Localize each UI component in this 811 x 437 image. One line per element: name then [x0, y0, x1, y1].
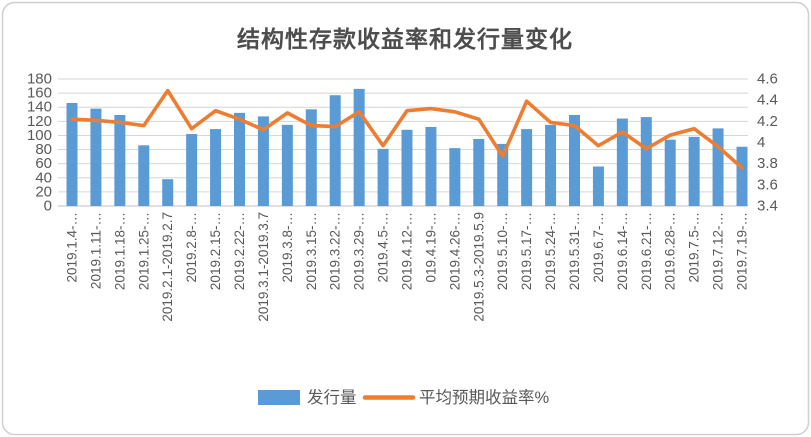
bar-series-layer	[66, 88, 748, 206]
issuance-bar	[497, 143, 509, 206]
issuance-bar	[234, 112, 245, 206]
legend-bar-label: 发行量	[307, 388, 357, 407]
category-label: 2019.3.15-…	[304, 212, 319, 290]
right-axis-ticks: 4.6 4.4 4.2 4 3.8 3.6 3.4	[757, 71, 778, 215]
issuance-bar	[640, 117, 652, 206]
category-label: 2019.4.5-…	[376, 212, 391, 283]
legend-bar-swatch-icon	[258, 390, 300, 405]
category-label: 2019.7.12-…	[711, 212, 726, 290]
category-label: 2019.3.8-…	[280, 212, 295, 283]
legend: 发行量 平均预期收益率%	[258, 388, 550, 407]
category-label: 2019.6.14-…	[615, 212, 630, 290]
category-label: 2019.6.28-…	[663, 212, 678, 290]
issuance-bar	[281, 124, 293, 206]
issuance-bar	[401, 129, 413, 206]
category-label: 2019.4.12-…	[400, 212, 415, 290]
category-label: 2019.1.25-…	[136, 212, 151, 290]
issuance-bar	[712, 128, 724, 206]
yield-line	[70, 88, 744, 170]
category-label: 019.4.19-…	[423, 212, 438, 283]
right-axis-tick-label: 4.6	[757, 71, 778, 88]
category-label: 2019.5.17-…	[519, 212, 534, 290]
right-axis-tick-label: 4	[757, 134, 765, 151]
issuance-bar	[664, 139, 676, 206]
legend-line-label: 平均预期收益率%	[419, 388, 550, 407]
category-label: 2019.5.10-…	[495, 212, 510, 290]
issuance-bar	[377, 148, 389, 206]
category-label: 2019.2.15-…	[208, 212, 223, 290]
category-label: 2019.3.29-…	[352, 212, 367, 290]
right-axis-tick-label: 4.4	[757, 92, 778, 109]
category-label: 2019.7.19-…	[735, 212, 750, 290]
left-axis-tick-label: 100	[27, 127, 52, 144]
issuance-bar	[90, 108, 102, 206]
chart-title: 结构性存款收益率和发行量变化	[237, 26, 573, 52]
issuance-bar	[138, 145, 150, 206]
issuance-bar	[473, 138, 485, 206]
right-axis-tick-label: 4.2	[757, 113, 778, 130]
category-label: 2019.6.21-…	[639, 212, 654, 290]
issuance-bar	[569, 114, 580, 206]
category-label: 2019.6.7-…	[591, 212, 606, 283]
left-axis-tick-label: 180	[27, 71, 52, 88]
left-axis-tick-label: 80	[35, 141, 52, 158]
category-label: 2019.2.8-…	[184, 212, 199, 283]
issuance-bar	[688, 136, 700, 206]
issuance-bar	[305, 109, 317, 206]
left-axis-tick-label: 120	[27, 113, 52, 130]
issuance-bar	[162, 179, 174, 206]
left-axis-tick-label: 20	[35, 183, 52, 200]
right-axis-tick-label: 3.4	[757, 198, 778, 215]
issuance-bar	[545, 124, 557, 206]
category-label: 2019.2.22-…	[232, 212, 247, 290]
category-label: 2019.1.18-…	[112, 212, 127, 290]
issuance-bar	[329, 95, 341, 206]
issuance-bar	[521, 129, 533, 206]
category-label: 2019.1.11-…	[88, 212, 103, 289]
category-label: 2019.3.22-…	[328, 212, 343, 290]
issuance-bar	[592, 166, 604, 206]
right-axis-tick-label: 3.8	[757, 155, 778, 172]
issuance-bar	[210, 129, 222, 206]
category-axis-labels: 2019.1.4-… 2019.1.11-… 2019.1.18-… 2019.1.2…	[65, 212, 750, 322]
left-axis-tick-label: 160	[27, 85, 52, 102]
category-label: 2019.3.1-2019.3.7	[256, 212, 271, 322]
category-label: 2019.5.24-…	[543, 212, 558, 290]
issuance-bar	[736, 146, 748, 206]
issuance-bar	[114, 114, 126, 206]
category-label: 2019.7.5-…	[687, 212, 702, 283]
left-axis-tick-label: 40	[35, 169, 52, 186]
issuance-bar	[66, 102, 78, 206]
issuance-bar	[449, 148, 461, 206]
issuance-bar	[186, 134, 198, 206]
category-label: 2019.5.3-2019.5.9	[471, 212, 486, 322]
issuance-bar	[257, 116, 269, 206]
issuance-bar	[353, 88, 365, 206]
category-label: 2019.5.31-…	[567, 212, 582, 290]
left-axis-tick-label: 60	[35, 155, 52, 172]
category-label: 2019.4.26-…	[447, 212, 462, 290]
issuance-bar	[616, 118, 628, 206]
right-axis-tick-label: 3.6	[757, 176, 778, 193]
category-label: 2019.1.4-…	[65, 212, 80, 283]
line-series-layer	[70, 88, 744, 170]
category-label: 2019.2.1-2019.2.7	[160, 212, 175, 322]
left-axis-tick-label: 0	[44, 198, 52, 215]
left-axis-tick-label: 140	[27, 99, 52, 116]
issuance-bar	[425, 126, 437, 206]
